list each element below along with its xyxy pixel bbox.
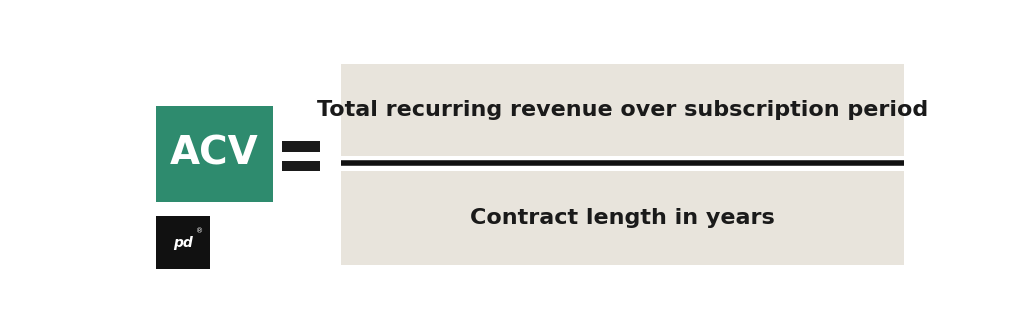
FancyBboxPatch shape	[341, 64, 904, 156]
Text: Contract length in years: Contract length in years	[470, 208, 775, 228]
FancyBboxPatch shape	[282, 141, 321, 152]
Text: ACV: ACV	[170, 135, 259, 173]
FancyBboxPatch shape	[341, 171, 904, 265]
FancyBboxPatch shape	[282, 161, 321, 171]
Text: ®: ®	[197, 228, 204, 234]
FancyBboxPatch shape	[156, 216, 210, 269]
Text: Total recurring revenue over subscription period: Total recurring revenue over subscriptio…	[316, 100, 928, 120]
FancyBboxPatch shape	[156, 106, 273, 202]
Text: pd: pd	[173, 236, 193, 250]
